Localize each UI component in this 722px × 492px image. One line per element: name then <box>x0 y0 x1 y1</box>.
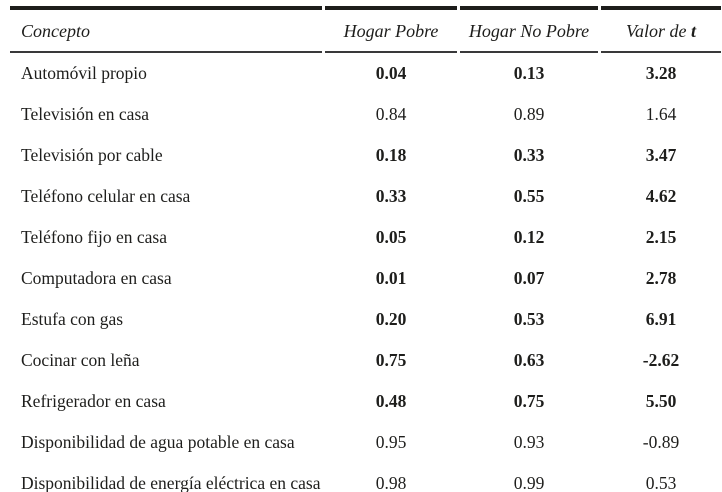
cell-hogar-no-pobre: 0.55 <box>513 186 545 206</box>
cell-valor-t: 4.62 <box>645 186 677 206</box>
cell-valor-t: -0.89 <box>642 432 680 452</box>
table-row: Computadora en casa 0.01 0.07 2.78 <box>10 258 721 299</box>
cell-valor-t: -2.62 <box>642 350 680 370</box>
cell-concepto: Cocinar con leña <box>21 350 140 370</box>
cell-valor-t: 5.50 <box>645 391 677 411</box>
cell-concepto: Teléfono celular en casa <box>21 186 191 206</box>
table-row: Automóvil propio 0.04 0.13 3.28 <box>10 53 721 94</box>
cell-hogar-no-pobre: 0.75 <box>513 391 545 411</box>
cell-concepto: Automóvil propio <box>21 63 147 83</box>
cell-concepto: Teléfono fijo en casa <box>21 227 167 247</box>
cell-hogar-no-pobre: 0.33 <box>513 145 545 165</box>
cell-hogar-pobre: 0.75 <box>375 350 407 370</box>
cell-valor-t: 2.78 <box>645 268 677 288</box>
cell-concepto: Televisión en casa <box>21 104 150 124</box>
column-header-hogar-pobre: Hogar Pobre <box>325 6 457 53</box>
cell-hogar-pobre: 0.48 <box>375 391 407 411</box>
cell-hogar-pobre: 0.01 <box>375 268 407 288</box>
cell-concepto: Estufa con gas <box>21 309 124 329</box>
table-row: Cocinar con leña 0.75 0.63 -2.62 <box>10 340 721 381</box>
table-row: Refrigerador en casa 0.48 0.75 5.50 <box>10 381 721 422</box>
cell-hogar-no-pobre: 0.13 <box>513 63 545 83</box>
table-body: Automóvil propio 0.04 0.13 3.28 Televisi… <box>10 53 721 492</box>
table-row: Teléfono fijo en casa 0.05 0.12 2.15 <box>10 217 721 258</box>
valor-de-label: Valor de <box>625 21 691 41</box>
table-row: Televisión en casa 0.84 0.89 1.64 <box>10 94 721 135</box>
cell-hogar-pobre: 0.84 <box>375 104 407 124</box>
cell-valor-t: 2.15 <box>645 227 677 247</box>
cell-hogar-pobre: 0.05 <box>375 227 407 247</box>
cell-hogar-no-pobre: 0.89 <box>513 104 545 124</box>
cell-concepto: Computadora en casa <box>21 268 172 288</box>
cell-hogar-no-pobre: 0.99 <box>460 463 598 492</box>
table-row: Disponibilidad de agua potable en casa 0… <box>10 422 721 463</box>
cell-concepto: Refrigerador en casa <box>21 391 166 411</box>
table-row: Televisión por cable 0.18 0.33 3.47 <box>10 135 721 176</box>
table-row: Disponibilidad de energía eléctrica en c… <box>10 463 721 492</box>
cell-valor-t: 1.64 <box>645 104 677 124</box>
table-row: Teléfono celular en casa 0.33 0.55 4.62 <box>10 176 721 217</box>
cell-hogar-no-pobre: 0.93 <box>513 432 545 452</box>
cell-valor-t: 3.28 <box>645 63 677 83</box>
cell-hogar-no-pobre: 0.63 <box>513 350 545 370</box>
cell-hogar-no-pobre: 0.12 <box>513 227 545 247</box>
table-header: Concepto Hogar Pobre Hogar No Pobre Valo… <box>10 6 721 53</box>
cell-hogar-no-pobre: 0.07 <box>513 268 545 288</box>
t-symbol: t <box>690 21 696 41</box>
column-header-valor-de-t: Valor de t <box>601 6 721 53</box>
cell-hogar-no-pobre: 0.53 <box>513 309 545 329</box>
table-row: Estufa con gas 0.20 0.53 6.91 <box>10 299 721 340</box>
cell-valor-t: 3.47 <box>645 145 677 165</box>
cell-concepto: Disponibilidad de agua potable en casa <box>21 432 295 452</box>
header-row: Concepto Hogar Pobre Hogar No Pobre Valo… <box>10 6 721 53</box>
cell-hogar-pobre: 0.20 <box>375 309 407 329</box>
cell-valor-t: 6.91 <box>645 309 677 329</box>
column-header-concepto: Concepto <box>10 6 322 53</box>
poverty-comparison-table: Concepto Hogar Pobre Hogar No Pobre Valo… <box>7 6 722 492</box>
cell-hogar-pobre: 0.04 <box>375 63 407 83</box>
cell-valor-t: 0.53 <box>601 463 721 492</box>
cell-concepto: Disponibilidad de energía eléctrica en c… <box>10 463 322 492</box>
cell-hogar-pobre: 0.95 <box>375 432 407 452</box>
cell-hogar-pobre: 0.18 <box>375 145 407 165</box>
column-header-hogar-no-pobre: Hogar No Pobre <box>460 6 598 53</box>
cell-hogar-pobre: 0.33 <box>375 186 407 206</box>
cell-hogar-pobre: 0.98 <box>325 463 457 492</box>
cell-concepto: Televisión por cable <box>21 145 163 165</box>
